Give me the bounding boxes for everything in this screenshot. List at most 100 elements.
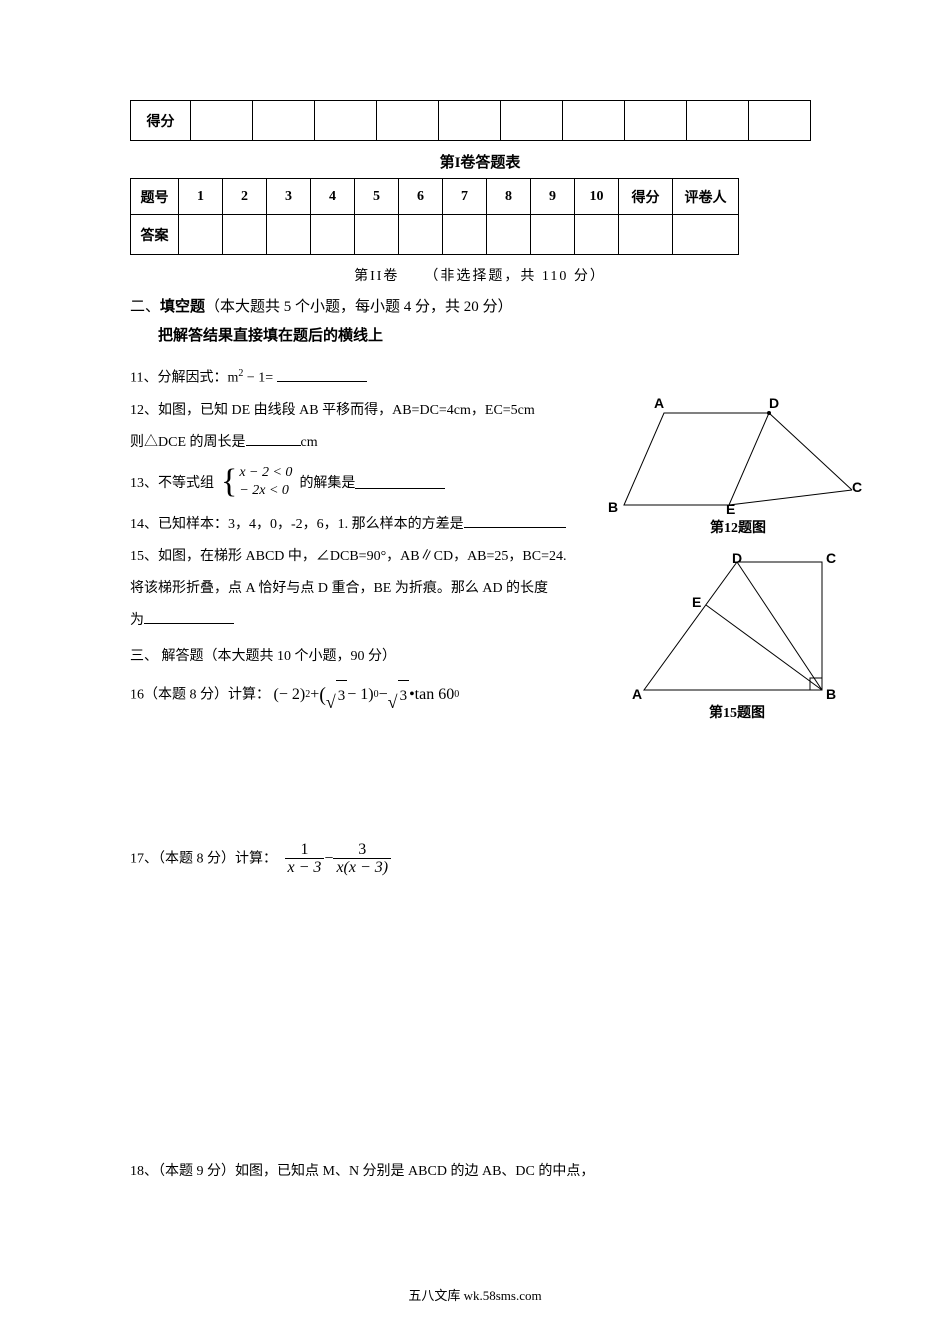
answer-cell — [673, 215, 739, 255]
score-cell — [563, 101, 625, 141]
col-9: 9 — [531, 179, 575, 215]
s2-rest: （本大题共 5 个小题，每小题 4 分，共 20 分） — [205, 299, 513, 315]
point-d-dot — [767, 411, 771, 415]
line-ec — [729, 490, 852, 505]
figure-15: D C E A B 第15题图 — [632, 550, 842, 715]
label-a: A — [632, 686, 642, 702]
score-cell — [377, 101, 439, 141]
answer-cell — [399, 215, 443, 255]
label-d: D — [732, 550, 742, 566]
blank-15 — [144, 610, 234, 624]
blank-13 — [355, 475, 445, 489]
q15-l3-text: 为 — [130, 613, 144, 628]
score-cell — [253, 101, 315, 141]
q12-line1: 12、如图，已知 DE 由线段 AB 平移而得，AB=DC=4cm，EC=5cm — [130, 396, 605, 426]
q13-ineq1: x − 2 < 0 — [239, 464, 292, 482]
score-row-label: 得分 — [131, 101, 191, 141]
col-6: 6 — [399, 179, 443, 215]
q13-suffix: 的解集是 — [299, 472, 355, 492]
q12-l2a: 则△DCE 的周长是 — [130, 435, 246, 450]
score-cell — [439, 101, 501, 141]
answer-row-label: 答案 — [131, 215, 179, 255]
line-db — [737, 562, 822, 690]
q17-num2: 3 — [355, 841, 369, 859]
score-cell — [625, 101, 687, 141]
q14: 14、已知样本：3，4，0，-2，6，1. 那么样本的方差是 — [130, 510, 605, 540]
q13-ineq2: − 2x < 0 — [239, 482, 292, 500]
score-cell — [687, 101, 749, 141]
blank-12 — [246, 432, 301, 446]
label-e: E — [692, 594, 701, 610]
fig15-caption: 第15题图 — [709, 702, 765, 722]
q16-tan: tan 60 — [415, 680, 455, 710]
q12-l2b: cm — [301, 435, 318, 450]
q16-prefix: 16（本题 8 分）计算： — [130, 687, 270, 702]
section2-head: 二、填空题（本大题共 5 个小题，每小题 4 分，共 20 分） — [130, 295, 830, 316]
q11-a: 11、分解因式：m — [130, 371, 238, 386]
label-a: A — [654, 395, 664, 411]
score-row-table: 得分 — [130, 100, 811, 141]
label-c: C — [826, 550, 836, 566]
q16-sqrtc: 3 — [398, 680, 410, 711]
col-grader: 评卷人 — [673, 179, 739, 215]
label-b: B — [608, 499, 618, 515]
q16-minus: − — [379, 680, 388, 710]
answer-cell — [443, 215, 487, 255]
q12-line2: 则△DCE 的周长是 cm — [130, 428, 605, 458]
q15-l3: 为 — [130, 606, 605, 636]
blank-11 — [277, 368, 367, 382]
q16-b-open: ( — [319, 680, 326, 710]
line-eb — [706, 605, 822, 690]
score-cell — [315, 101, 377, 141]
q17: 17、（本题 8 分）计算： 1 x − 3 − 3 x(x − 3) — [130, 841, 830, 877]
answer-cell — [179, 215, 223, 255]
q17-prefix: 17、（本题 8 分）计算： — [130, 851, 277, 866]
col-4: 4 — [311, 179, 355, 215]
answer-cell — [267, 215, 311, 255]
q16-sqrtb: 3 — [336, 680, 348, 711]
answer-header-qnum: 题号 — [131, 179, 179, 215]
q16-b-close: − 1) — [347, 680, 373, 710]
col-score: 得分 — [619, 179, 673, 215]
figure-12: A D B E C 第12题图 — [614, 395, 862, 540]
q11: 11、分解因式：m2 − 1= — [130, 359, 605, 394]
figure-15-svg — [632, 550, 842, 715]
footer-text: 五八文库 wk.58sms.com — [0, 1285, 950, 1304]
q17-den2: x(x − 3) — [333, 859, 391, 877]
label-e: E — [726, 501, 735, 517]
label-d: D — [769, 395, 779, 411]
col-1: 1 — [179, 179, 223, 215]
part2-line: 第II卷 （非选择题，共 110 分） — [130, 265, 830, 285]
sqrt-icon: √ — [388, 693, 398, 711]
label-c: C — [852, 479, 862, 495]
q13-prefix: 13、不等式组 — [130, 472, 214, 492]
score-cell — [191, 101, 253, 141]
col-7: 7 — [443, 179, 487, 215]
fig12-caption: 第12题图 — [710, 517, 766, 537]
answer-sheet-title: 第I卷答题表 — [130, 151, 830, 172]
q15-l2: 将该梯形折叠，点 A 恰好与点 D 重合，BE 为折痕。那么 AD 的长度 — [130, 574, 605, 604]
s2-prefix: 二、 — [130, 299, 160, 315]
score-cell — [749, 101, 811, 141]
answer-cell — [487, 215, 531, 255]
s2-bold: 填空题 — [160, 299, 205, 315]
answer-cell — [311, 215, 355, 255]
q15-l1: 15、如图，在梯形 ABCD 中，∠DCB=90°，AB∥CD，AB=25，BC… — [130, 542, 605, 572]
label-b: B — [826, 686, 836, 702]
answer-sheet-table: 题号 1 2 3 4 5 6 7 8 9 10 得分 评卷人 答案 — [130, 178, 739, 255]
answer-cell — [619, 215, 673, 255]
q11-b: − 1= — [243, 371, 276, 386]
q17-den1: x − 3 — [285, 859, 325, 877]
section2-sub: 把解答结果直接填在题后的横线上 — [158, 324, 830, 345]
sqrt-icon: √ — [326, 693, 336, 711]
blank-14 — [464, 514, 566, 528]
col-5: 5 — [355, 179, 399, 215]
q17-num1: 1 — [297, 841, 311, 859]
brace-icon: { — [221, 465, 237, 499]
line-dc — [769, 413, 852, 490]
col-3: 3 — [267, 179, 311, 215]
q16-a: (− 2) — [274, 680, 306, 710]
q17-minus: − — [324, 844, 333, 874]
col-2: 2 — [223, 179, 267, 215]
q13: 13、不等式组 { x − 2 < 0 − 2x < 0 的解集是 — [130, 464, 605, 500]
